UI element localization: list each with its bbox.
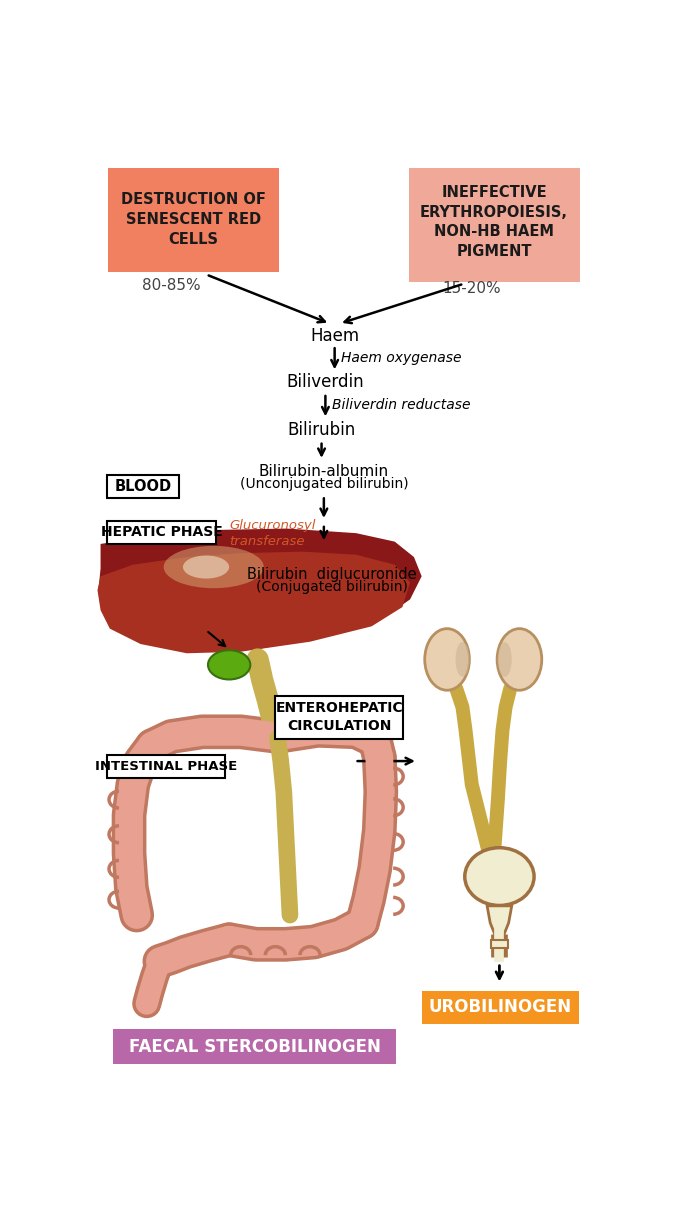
Text: UROBILINOGEN: UROBILINOGEN [428, 999, 572, 1017]
Ellipse shape [164, 546, 264, 589]
FancyBboxPatch shape [107, 475, 179, 498]
FancyBboxPatch shape [409, 168, 579, 282]
FancyBboxPatch shape [113, 1029, 396, 1064]
Ellipse shape [456, 642, 469, 677]
Text: Haem: Haem [310, 328, 359, 345]
Ellipse shape [183, 555, 229, 579]
Text: ENTEROHEPATIC
CIRCULATION: ENTEROHEPATIC CIRCULATION [275, 701, 403, 734]
FancyBboxPatch shape [108, 168, 279, 272]
Text: 80-85%: 80-85% [142, 278, 201, 293]
FancyBboxPatch shape [422, 990, 579, 1024]
Ellipse shape [208, 650, 250, 679]
Text: Bilirubin  diglucuronide: Bilirubin diglucuronide [247, 567, 416, 583]
Polygon shape [97, 551, 410, 653]
Text: Glucuronosyl
transferase: Glucuronosyl transferase [229, 520, 316, 549]
Text: Biliverdin: Biliverdin [286, 374, 364, 392]
Text: HEPATIC PHASE: HEPATIC PHASE [101, 526, 222, 539]
FancyBboxPatch shape [275, 695, 403, 739]
Text: BLOOD: BLOOD [114, 479, 171, 493]
Text: FAECAL STERCOBILINOGEN: FAECAL STERCOBILINOGEN [129, 1037, 381, 1055]
Text: (Conjugated bilirubin): (Conjugated bilirubin) [256, 580, 407, 594]
Text: (Unconjugated bilirubin): (Unconjugated bilirubin) [239, 476, 408, 491]
FancyBboxPatch shape [107, 754, 225, 779]
Ellipse shape [464, 848, 534, 906]
Ellipse shape [498, 642, 512, 677]
Text: Haem oxygenase: Haem oxygenase [341, 351, 461, 365]
Text: DESTRUCTION OF
SENESCENT RED
CELLS: DESTRUCTION OF SENESCENT RED CELLS [121, 192, 266, 247]
Polygon shape [98, 528, 422, 652]
Polygon shape [487, 906, 512, 935]
FancyBboxPatch shape [107, 521, 216, 544]
Text: Biliverdin reductase: Biliverdin reductase [332, 398, 470, 412]
Text: 15-20%: 15-20% [443, 280, 501, 296]
Text: INTESTINAL PHASE: INTESTINAL PHASE [95, 760, 237, 773]
FancyBboxPatch shape [491, 941, 508, 948]
Text: INEFFECTIVE
ERYTHROPOIESIS,
NON-HB HAEM
PIGMENT: INEFFECTIVE ERYTHROPOIESIS, NON-HB HAEM … [420, 185, 568, 259]
Ellipse shape [497, 629, 542, 690]
Text: Bilirubin-albumin: Bilirubin-albumin [259, 464, 389, 479]
Ellipse shape [425, 629, 469, 690]
Text: Bilirubin: Bilirubin [288, 421, 356, 439]
